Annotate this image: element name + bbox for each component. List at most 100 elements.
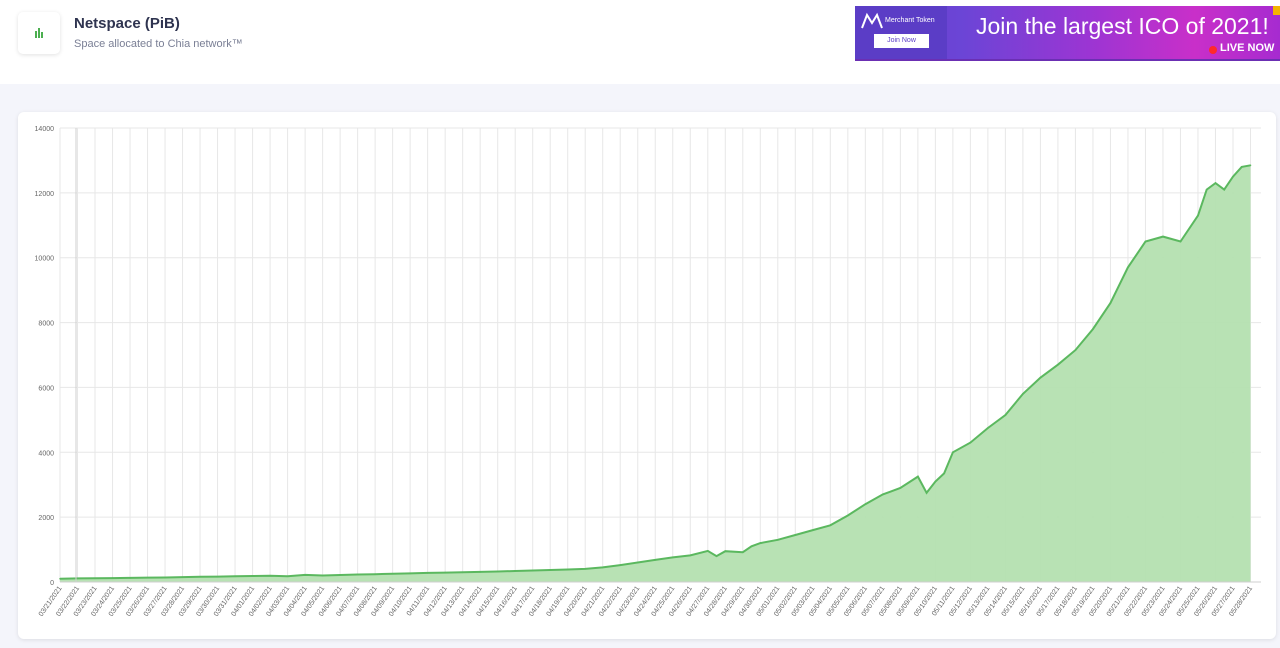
chart-icon-tile	[18, 12, 60, 54]
data-point	[864, 503, 867, 505]
data-point	[987, 427, 989, 429]
data-point	[724, 550, 727, 552]
data-point	[1092, 328, 1094, 330]
data-point	[1004, 414, 1007, 416]
data-point	[321, 574, 324, 577]
data-point	[917, 475, 919, 478]
data-point	[654, 559, 657, 561]
data-point	[304, 574, 306, 576]
data-point	[1057, 363, 1059, 366]
data-point	[181, 576, 184, 578]
y-tick-label: 14000	[35, 126, 55, 133]
ad-choices-icon[interactable]	[1273, 6, 1280, 15]
data-point	[943, 472, 945, 475]
data-point	[847, 514, 849, 517]
data-point	[1249, 164, 1252, 167]
data-point	[741, 551, 744, 553]
data-point	[1214, 182, 1217, 184]
y-tick-label: 6000	[38, 385, 54, 392]
data-point	[356, 573, 359, 576]
data-point	[882, 493, 884, 496]
data-point	[496, 570, 499, 573]
ad-banner[interactable]: Merchant Token Join Now Join the largest…	[855, 6, 1280, 61]
data-point	[1162, 235, 1164, 238]
ad-brand-panel: Merchant Token Join Now	[855, 6, 947, 59]
data-point	[1179, 240, 1182, 243]
data-point	[794, 534, 797, 536]
data-point	[1232, 175, 1234, 178]
y-tick-label: 8000	[38, 321, 54, 328]
data-point	[514, 570, 516, 572]
data-point	[374, 573, 376, 576]
y-tick-label: 2000	[38, 515, 54, 522]
y-tick-label: 4000	[38, 450, 54, 457]
data-point	[1223, 188, 1226, 191]
data-point	[216, 575, 219, 578]
data-point	[750, 545, 753, 548]
page-subtitle: Space allocated to Chia network™	[74, 38, 243, 50]
data-point	[1109, 302, 1112, 304]
data-point	[1074, 349, 1077, 351]
data-point	[1039, 376, 1042, 379]
data-point	[1205, 188, 1208, 191]
data-point	[601, 566, 604, 569]
netspace-area	[60, 165, 1251, 583]
data-point	[671, 556, 674, 559]
data-point	[146, 576, 149, 579]
merchant-token-logo-icon	[861, 12, 883, 29]
data-point	[409, 572, 411, 575]
y-axis-ticks: 0 2000 4000 6000 8000 10000 12000 14000	[35, 126, 55, 587]
y-tick-label: 0	[50, 580, 54, 587]
y-tick-label: 12000	[35, 191, 55, 198]
data-point	[234, 575, 236, 578]
data-point	[164, 576, 166, 579]
data-point	[339, 574, 341, 576]
data-point	[1022, 393, 1024, 395]
netspace-line	[59, 164, 1251, 580]
page-title: Netspace (PiB)	[74, 15, 180, 32]
data-point	[706, 550, 709, 552]
data-point	[969, 441, 972, 444]
ad-headline: Join the largest ICO of 2021!	[976, 13, 1269, 39]
data-point	[584, 568, 587, 570]
data-point	[199, 576, 201, 578]
data-point	[111, 577, 114, 579]
data-point	[759, 542, 762, 544]
data-point	[952, 451, 954, 454]
data-point	[566, 568, 569, 571]
y-tick-label: 10000	[35, 256, 55, 263]
data-point	[925, 492, 928, 494]
data-point	[829, 524, 832, 527]
data-point	[1127, 266, 1129, 269]
data-point	[1197, 214, 1199, 217]
data-point	[812, 529, 814, 531]
data-point	[1144, 240, 1147, 243]
chart-card: 0 2000 4000 6000 8000 10000 12000 14000 03/21/2…	[18, 112, 1276, 639]
data-point	[59, 577, 61, 580]
live-dot-icon	[1209, 46, 1217, 54]
data-point	[251, 575, 254, 577]
ad-live-label: LIVE NOW	[1220, 42, 1275, 54]
netspace-chart: 0 2000 4000 6000 8000 10000 12000 14000 03/21/2…	[35, 126, 1261, 618]
data-point	[426, 572, 429, 574]
data-point	[776, 539, 779, 541]
ad-brand-name: Merchant Token	[885, 17, 935, 24]
data-point	[444, 571, 446, 574]
data-point	[619, 564, 622, 566]
data-point	[899, 487, 902, 489]
axes-layer	[60, 128, 1261, 583]
data-point	[391, 572, 394, 575]
data-point	[269, 574, 271, 577]
data-point	[286, 575, 289, 577]
data-point	[94, 577, 96, 580]
data-point	[76, 577, 79, 580]
data-point	[479, 571, 481, 573]
data-point	[934, 480, 937, 483]
data-point	[715, 555, 718, 557]
data-point	[1240, 166, 1243, 168]
data-point	[129, 577, 131, 579]
join-now-button[interactable]: Join Now	[874, 34, 929, 48]
data-point	[689, 554, 692, 557]
data-point	[549, 569, 552, 571]
x-axis-ticks: 03/21/202103/22/202103/23/202103/24/2021…	[38, 585, 1254, 618]
